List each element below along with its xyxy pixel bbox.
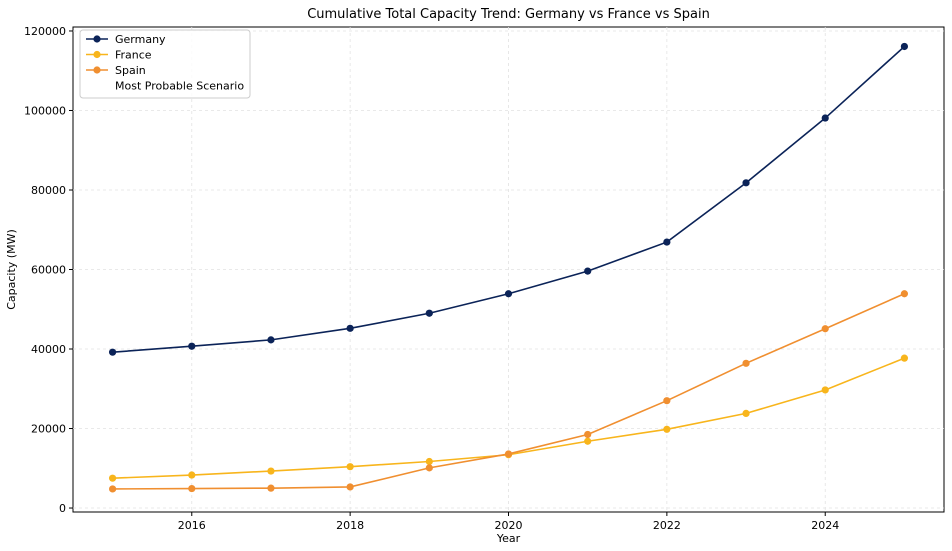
x-tick-label: 2020 — [495, 519, 523, 532]
data-point-germany — [821, 114, 829, 122]
data-point-germany — [584, 267, 592, 275]
data-point-france — [108, 474, 117, 482]
legend-label: Spain — [115, 64, 146, 77]
legend-swatch-marker — [93, 66, 101, 74]
data-point-spain — [900, 290, 909, 298]
data-point-germany — [900, 42, 909, 51]
data-point-germany — [663, 238, 671, 246]
data-point-france — [346, 463, 354, 471]
y-tick-label: 100000 — [24, 104, 66, 117]
legend: Germany France Spain Most Probable Scenario — [79, 29, 251, 99]
y-axis-label: Capacity (MW) — [5, 229, 18, 310]
data-point-spain — [821, 325, 829, 333]
legend-label: Germany — [115, 33, 166, 46]
data-point-spain — [267, 484, 275, 492]
series-group — [108, 42, 909, 493]
data-point-spain — [425, 464, 433, 472]
data-point-germany — [267, 336, 275, 344]
data-point-spain — [346, 483, 354, 491]
data-point-germany — [742, 179, 750, 187]
x-tick-label: 2016 — [178, 519, 206, 532]
legend-label-scenario: Most Probable Scenario — [115, 80, 244, 93]
series-germany — [108, 42, 909, 356]
gridlines — [73, 27, 944, 512]
legend-box — [79, 29, 251, 99]
data-point-france — [821, 386, 829, 394]
data-point-france — [188, 471, 196, 479]
data-point-france — [584, 437, 592, 445]
legend-swatch-marker — [93, 35, 101, 43]
y-tick-label: 20000 — [31, 423, 66, 436]
y-tick-label: 0 — [59, 502, 66, 515]
data-point-germany — [188, 342, 196, 350]
data-point-spain — [663, 397, 671, 405]
y-axis: 0 20000 40000 60000 80000 100000 120000 — [24, 25, 73, 515]
y-tick-label: 60000 — [31, 264, 66, 277]
data-point-spain — [108, 485, 117, 493]
data-point-germany — [504, 290, 513, 298]
legend-item-france: France — [86, 49, 152, 62]
data-point-spain — [584, 430, 592, 439]
x-tick-label: 2022 — [653, 519, 681, 532]
x-axis-label: Year — [496, 532, 521, 545]
y-tick-label: 120000 — [24, 25, 66, 38]
x-tick-label: 2018 — [336, 519, 364, 532]
data-point-france — [663, 425, 671, 433]
data-point-spain — [504, 450, 513, 458]
legend-label: France — [115, 49, 152, 62]
x-axis: 2016 2018 2020 2022 2024 — [178, 512, 839, 532]
data-point-spain — [188, 484, 196, 493]
data-point-germany — [346, 324, 354, 332]
y-tick-label: 40000 — [31, 343, 66, 356]
x-tick-label: 2024 — [811, 519, 839, 532]
legend-item-germany: Germany — [86, 33, 166, 46]
data-point-germany — [108, 348, 117, 356]
y-tick-label: 80000 — [31, 184, 66, 197]
data-point-spain — [742, 359, 750, 367]
legend-swatch-marker — [93, 50, 101, 59]
legend-item-spain: Spain — [86, 64, 146, 77]
data-point-germany — [425, 309, 433, 317]
data-point-france — [900, 354, 909, 362]
data-point-france — [267, 467, 275, 475]
series-spain — [108, 290, 909, 493]
data-point-france — [425, 457, 433, 466]
chart-title: Cumulative Total Capacity Trend: Germany… — [307, 7, 710, 22]
data-point-france — [742, 409, 750, 418]
